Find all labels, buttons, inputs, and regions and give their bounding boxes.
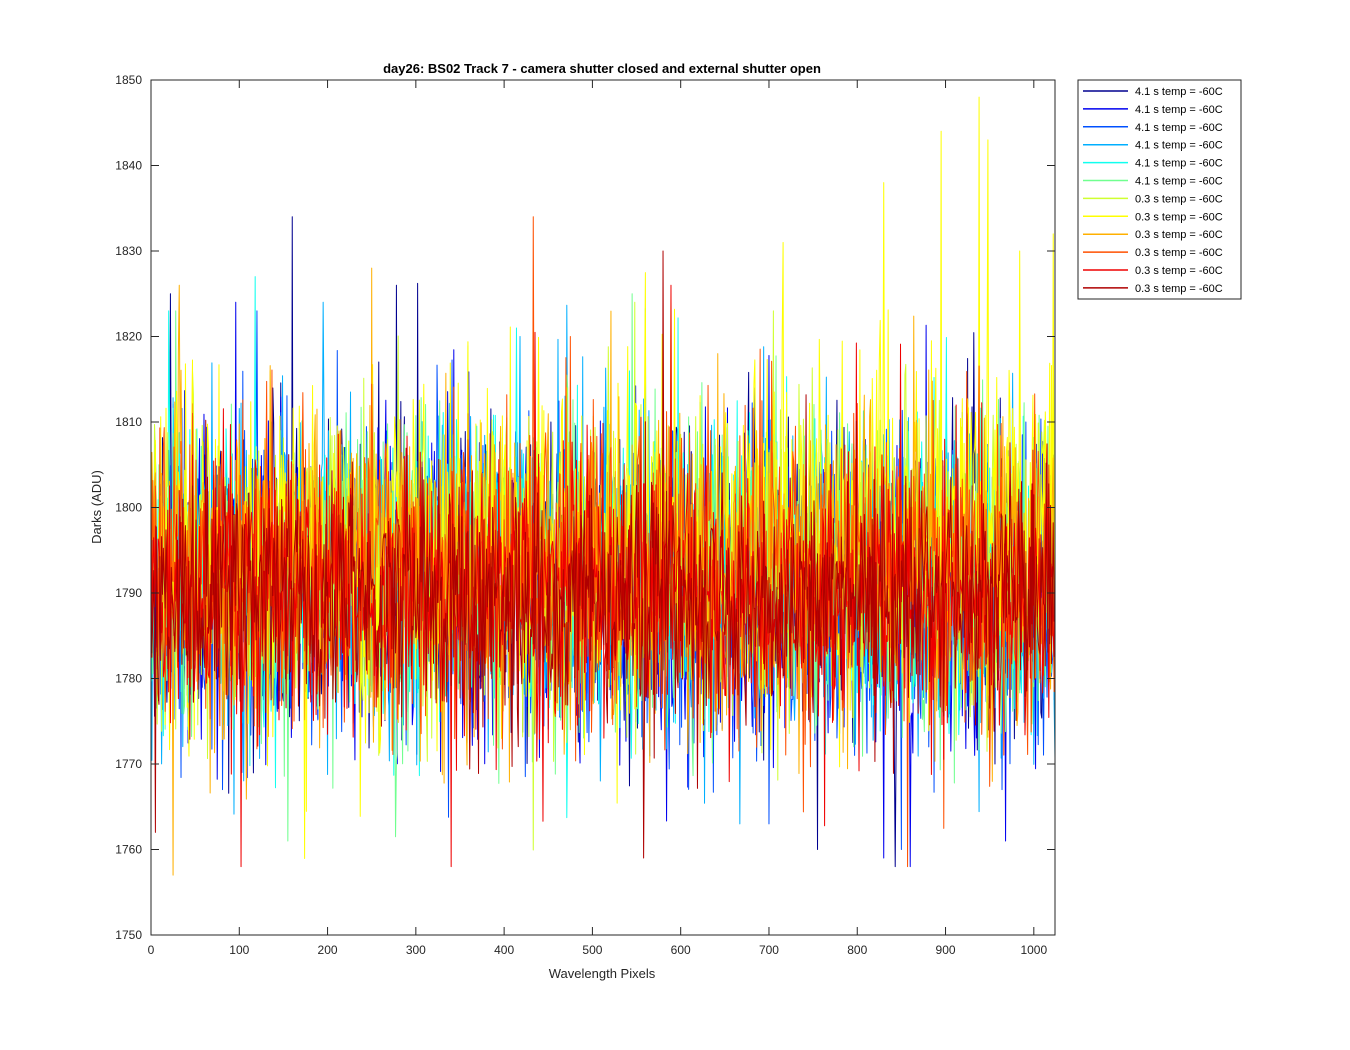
x-axis-label: Wavelength Pixels: [549, 966, 656, 981]
legend-entry-8: 0.3 s temp = -60C: [1135, 211, 1223, 223]
legend-entry-7: 0.3 s temp = -60C: [1135, 193, 1223, 205]
y-tick-label: 1760: [115, 843, 142, 857]
series-layer: [150, 96, 1056, 876]
y-tick-label: 1770: [115, 757, 142, 771]
legend-entry-6: 4.1 s temp = -60C: [1135, 176, 1223, 188]
legend-entry-9: 0.3 s temp = -60C: [1135, 229, 1223, 241]
legend-entry-2: 4.1 s temp = -60C: [1135, 104, 1223, 116]
legend-entry-4: 4.1 s temp = -60C: [1135, 140, 1223, 152]
plot-area: 0 100 200 300 400 500 600 700 800 900 1000 1750 176…: [115, 73, 1056, 957]
y-axis-ticks: 1750 1760 1770 1780 1790 1800 1810 1820 1830 1840…: [115, 73, 1055, 942]
legend-entry-10: 0.3 s temp = -60C: [1135, 247, 1223, 259]
y-tick-label: 1750: [115, 928, 142, 942]
legend-box: [1077, 79, 1242, 300]
x-tick-label: 900: [936, 943, 956, 957]
y-tick-label: 1840: [115, 159, 142, 173]
series-line-11: [150, 284, 1056, 868]
legend-entry-3: 4.1 s temp = -60C: [1135, 122, 1223, 134]
x-tick-label: 200: [318, 943, 338, 957]
y-tick-label: 1810: [115, 415, 142, 429]
legend-entry-5: 4.1 s temp = -60C: [1135, 158, 1223, 170]
y-tick-label: 1850: [115, 73, 142, 87]
legend-entry-1: 4.1 s temp = -60C: [1135, 86, 1223, 98]
x-tick-label: 800: [847, 943, 867, 957]
series-line-12: [150, 250, 1056, 859]
x-tick-label: 1000: [1020, 943, 1047, 957]
chart-title: day26: BS02 Track 7 - camera shutter clo…: [383, 61, 821, 76]
legend-entry-11: 0.3 s temp = -60C: [1135, 265, 1223, 277]
legend-entry-12: 0.3 s temp = -60C: [1135, 283, 1223, 295]
x-tick-label: 0: [148, 943, 155, 957]
x-tick-label: 600: [671, 943, 691, 957]
x-tick-label: 400: [494, 943, 514, 957]
y-axis-label: Darks (ADU): [89, 470, 104, 544]
y-tick-label: 1780: [115, 672, 142, 686]
y-tick-label: 1790: [115, 586, 142, 600]
legend-items: 4.1 s temp = -60C 4.1 s temp = -60C 4.1 s …: [1083, 86, 1223, 295]
x-tick-label: 500: [582, 943, 602, 957]
y-tick-label: 1830: [115, 244, 142, 258]
x-tick-label: 700: [759, 943, 779, 957]
y-tick-label: 1800: [115, 501, 142, 515]
x-tick-label: 100: [229, 943, 249, 957]
legend: 4.1 s temp = -60C 4.1 s temp = -60C 4.1 s …: [1077, 79, 1242, 300]
x-tick-label: 300: [406, 943, 426, 957]
x-axis-ticks: 0 100 200 300 400 500 600 700 800 900 1000: [148, 80, 1047, 957]
y-tick-label: 1820: [115, 330, 142, 344]
